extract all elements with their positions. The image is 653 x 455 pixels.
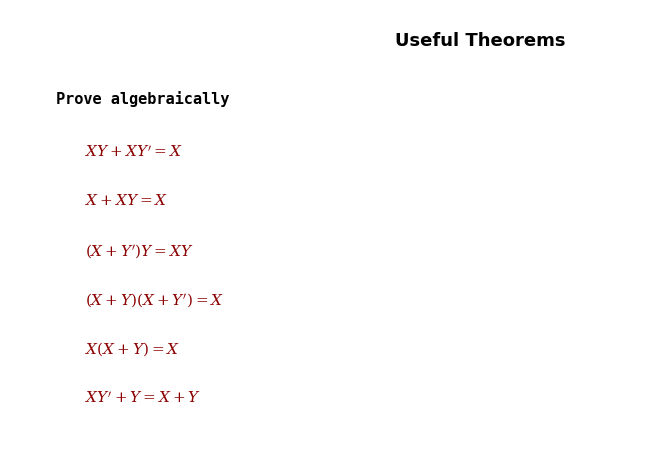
Text: $X(X+Y) = X$: $X(X+Y) = X$ xyxy=(85,340,180,358)
Text: $XY+XY' = X$: $XY+XY' = X$ xyxy=(85,143,183,159)
Text: Useful Theorems: Useful Theorems xyxy=(395,32,565,50)
Text: $X+XY = X$: $X+XY = X$ xyxy=(85,192,168,207)
Text: $XY'+Y = X+Y$: $XY'+Y = X+Y$ xyxy=(85,389,201,405)
Text: Prove algebraically: Prove algebraically xyxy=(56,91,229,107)
Text: $(X+Y')Y = XY$: $(X+Y')Y = XY$ xyxy=(85,242,193,259)
Text: $(X+Y)(X+Y') = X$: $(X+Y)(X+Y') = X$ xyxy=(85,291,224,308)
